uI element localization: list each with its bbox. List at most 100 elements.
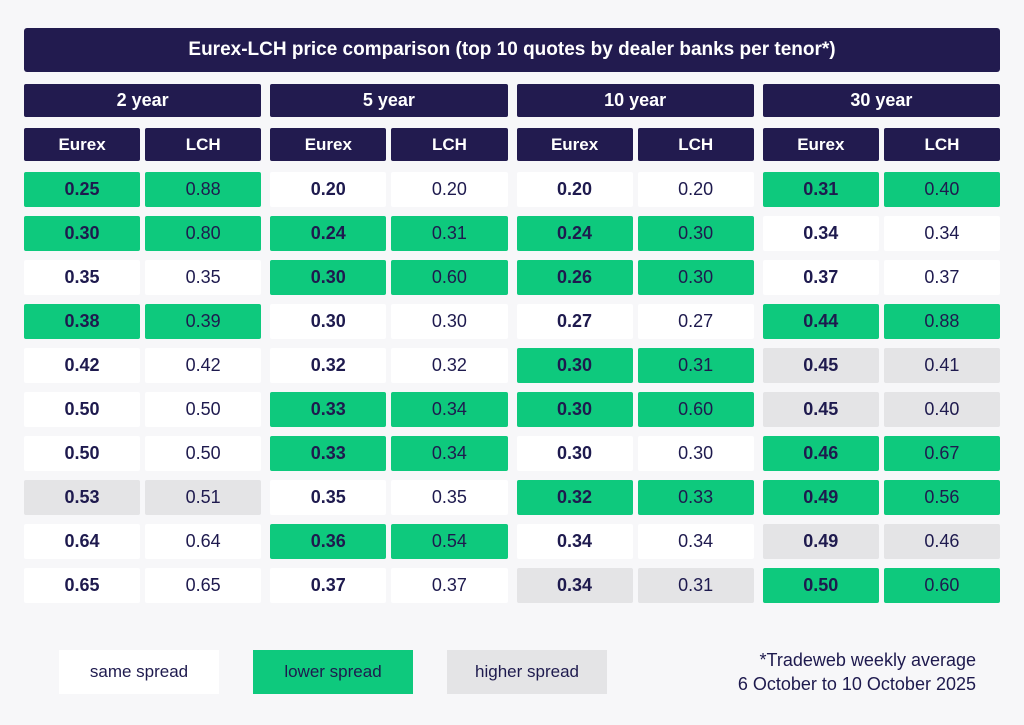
price-pair: 0.49 0.46 (762, 524, 1000, 559)
column-header-row: Eurex LCH Eurex LCH Eurex LCH Eurex LCH (24, 128, 1000, 161)
price-cell: 0.30 (637, 216, 754, 251)
price-cell: 0.25 (24, 172, 141, 207)
legend-higher-spread: higher spread (447, 650, 607, 694)
price-cell: 0.30 (24, 216, 141, 251)
price-pair: 0.64 0.64 (24, 524, 262, 559)
price-cell: 0.24 (270, 216, 387, 251)
price-cell: 0.32 (516, 480, 633, 515)
price-pair: 0.34 0.34 (516, 524, 754, 559)
price-cell: 0.60 (883, 568, 1000, 603)
price-pair: 0.33 0.34 (270, 392, 508, 427)
price-cell: 0.44 (762, 304, 879, 339)
price-cell: 0.67 (883, 436, 1000, 471)
price-pair: 0.32 0.33 (516, 480, 754, 515)
col-header-eurex: Eurex (516, 128, 633, 161)
price-pair: 0.27 0.27 (516, 304, 754, 339)
price-pair: 0.32 0.32 (270, 348, 508, 383)
price-cell: 0.65 (24, 568, 141, 603)
price-cell: 0.50 (145, 436, 262, 471)
price-cell: 0.31 (637, 348, 754, 383)
price-cell: 0.65 (145, 568, 262, 603)
price-cell: 0.34 (883, 216, 1000, 251)
price-cell: 0.80 (145, 216, 262, 251)
tenor-header-5year: 5 year (270, 84, 508, 117)
price-cell: 0.37 (762, 260, 879, 295)
price-cell: 0.34 (516, 568, 633, 603)
price-pair: 0.38 0.39 (24, 304, 262, 339)
price-cell: 0.30 (637, 436, 754, 471)
price-cell: 0.64 (145, 524, 262, 559)
column-header-pair-10year: Eurex LCH (516, 128, 754, 161)
col-header-eurex: Eurex (24, 128, 141, 161)
price-cell: 0.45 (762, 348, 879, 383)
price-pair: 0.65 0.65 (24, 568, 262, 603)
price-cell: 0.56 (883, 480, 1000, 515)
price-pair: 0.36 0.54 (270, 524, 508, 559)
price-cell: 0.45 (762, 392, 879, 427)
table-row: 0.42 0.42 0.32 0.32 0.30 0.31 0.45 0.41 (24, 348, 1000, 383)
price-cell: 0.41 (883, 348, 1000, 383)
price-cell: 0.32 (391, 348, 508, 383)
column-header-pair-2year: Eurex LCH (24, 128, 262, 161)
price-pair: 0.53 0.51 (24, 480, 262, 515)
price-cell: 0.30 (516, 348, 633, 383)
price-cell: 0.30 (270, 304, 387, 339)
tenor-header-30year: 30 year (762, 84, 1000, 117)
col-header-lch: LCH (145, 128, 262, 161)
price-cell: 0.49 (762, 524, 879, 559)
price-cell: 0.24 (516, 216, 633, 251)
tenor-header-row: 2 year 5 year 10 year 30 year (24, 84, 1000, 117)
tenor-header-10year: 10 year (516, 84, 754, 117)
footnote-line-2: 6 October to 10 October 2025 (737, 674, 976, 694)
column-header-pair-30year: Eurex LCH (762, 128, 1000, 161)
price-cell: 0.27 (516, 304, 633, 339)
footnote-line-1: *Tradeweb weekly average (759, 650, 976, 670)
price-pair: 0.20 0.20 (270, 172, 508, 207)
price-pair: 0.42 0.42 (24, 348, 262, 383)
table-row: 0.38 0.39 0.30 0.30 0.27 0.27 0.44 0.88 (24, 304, 1000, 339)
price-cell: 0.46 (883, 524, 1000, 559)
price-pair: 0.30 0.31 (516, 348, 754, 383)
price-cell: 0.35 (145, 260, 262, 295)
price-cell: 0.31 (637, 568, 754, 603)
price-cell: 0.30 (270, 260, 387, 295)
price-cell: 0.46 (762, 436, 879, 471)
price-pair: 0.30 0.80 (24, 216, 262, 251)
table-row: 0.35 0.35 0.30 0.60 0.26 0.30 0.37 0.37 (24, 260, 1000, 295)
price-pair: 0.45 0.40 (762, 392, 1000, 427)
price-pair: 0.20 0.20 (516, 172, 754, 207)
price-cell: 0.50 (762, 568, 879, 603)
price-pair: 0.45 0.41 (762, 348, 1000, 383)
col-header-eurex: Eurex (270, 128, 387, 161)
table-row: 0.65 0.65 0.37 0.37 0.34 0.31 0.50 0.60 (24, 568, 1000, 603)
price-cell: 0.35 (391, 480, 508, 515)
legend: same spread lower spread higher spread (59, 650, 607, 694)
price-cell: 0.30 (516, 436, 633, 471)
table-row: 0.64 0.64 0.36 0.54 0.34 0.34 0.49 0.46 (24, 524, 1000, 559)
price-cell: 0.40 (883, 392, 1000, 427)
price-cell: 0.42 (24, 348, 141, 383)
price-cell: 0.27 (637, 304, 754, 339)
price-cell: 0.31 (391, 216, 508, 251)
price-cell: 0.37 (270, 568, 387, 603)
price-pair: 0.37 0.37 (270, 568, 508, 603)
price-cell: 0.34 (391, 392, 508, 427)
table-title: Eurex-LCH price comparison (top 10 quote… (24, 28, 1000, 72)
price-pair: 0.50 0.60 (762, 568, 1000, 603)
price-cell: 0.34 (516, 524, 633, 559)
price-cell: 0.88 (883, 304, 1000, 339)
price-pair: 0.50 0.50 (24, 392, 262, 427)
price-cell: 0.26 (516, 260, 633, 295)
price-pair: 0.24 0.30 (516, 216, 754, 251)
price-cell: 0.33 (270, 436, 387, 471)
price-cell: 0.30 (391, 304, 508, 339)
price-cell: 0.33 (270, 392, 387, 427)
price-pair: 0.30 0.30 (516, 436, 754, 471)
table-row: 0.25 0.88 0.20 0.20 0.20 0.20 0.31 0.40 (24, 172, 1000, 207)
price-cell: 0.38 (24, 304, 141, 339)
price-pair: 0.44 0.88 (762, 304, 1000, 339)
price-cell: 0.37 (883, 260, 1000, 295)
table-row: 0.30 0.80 0.24 0.31 0.24 0.30 0.34 0.34 (24, 216, 1000, 251)
price-cell: 0.39 (145, 304, 262, 339)
price-cell: 0.49 (762, 480, 879, 515)
